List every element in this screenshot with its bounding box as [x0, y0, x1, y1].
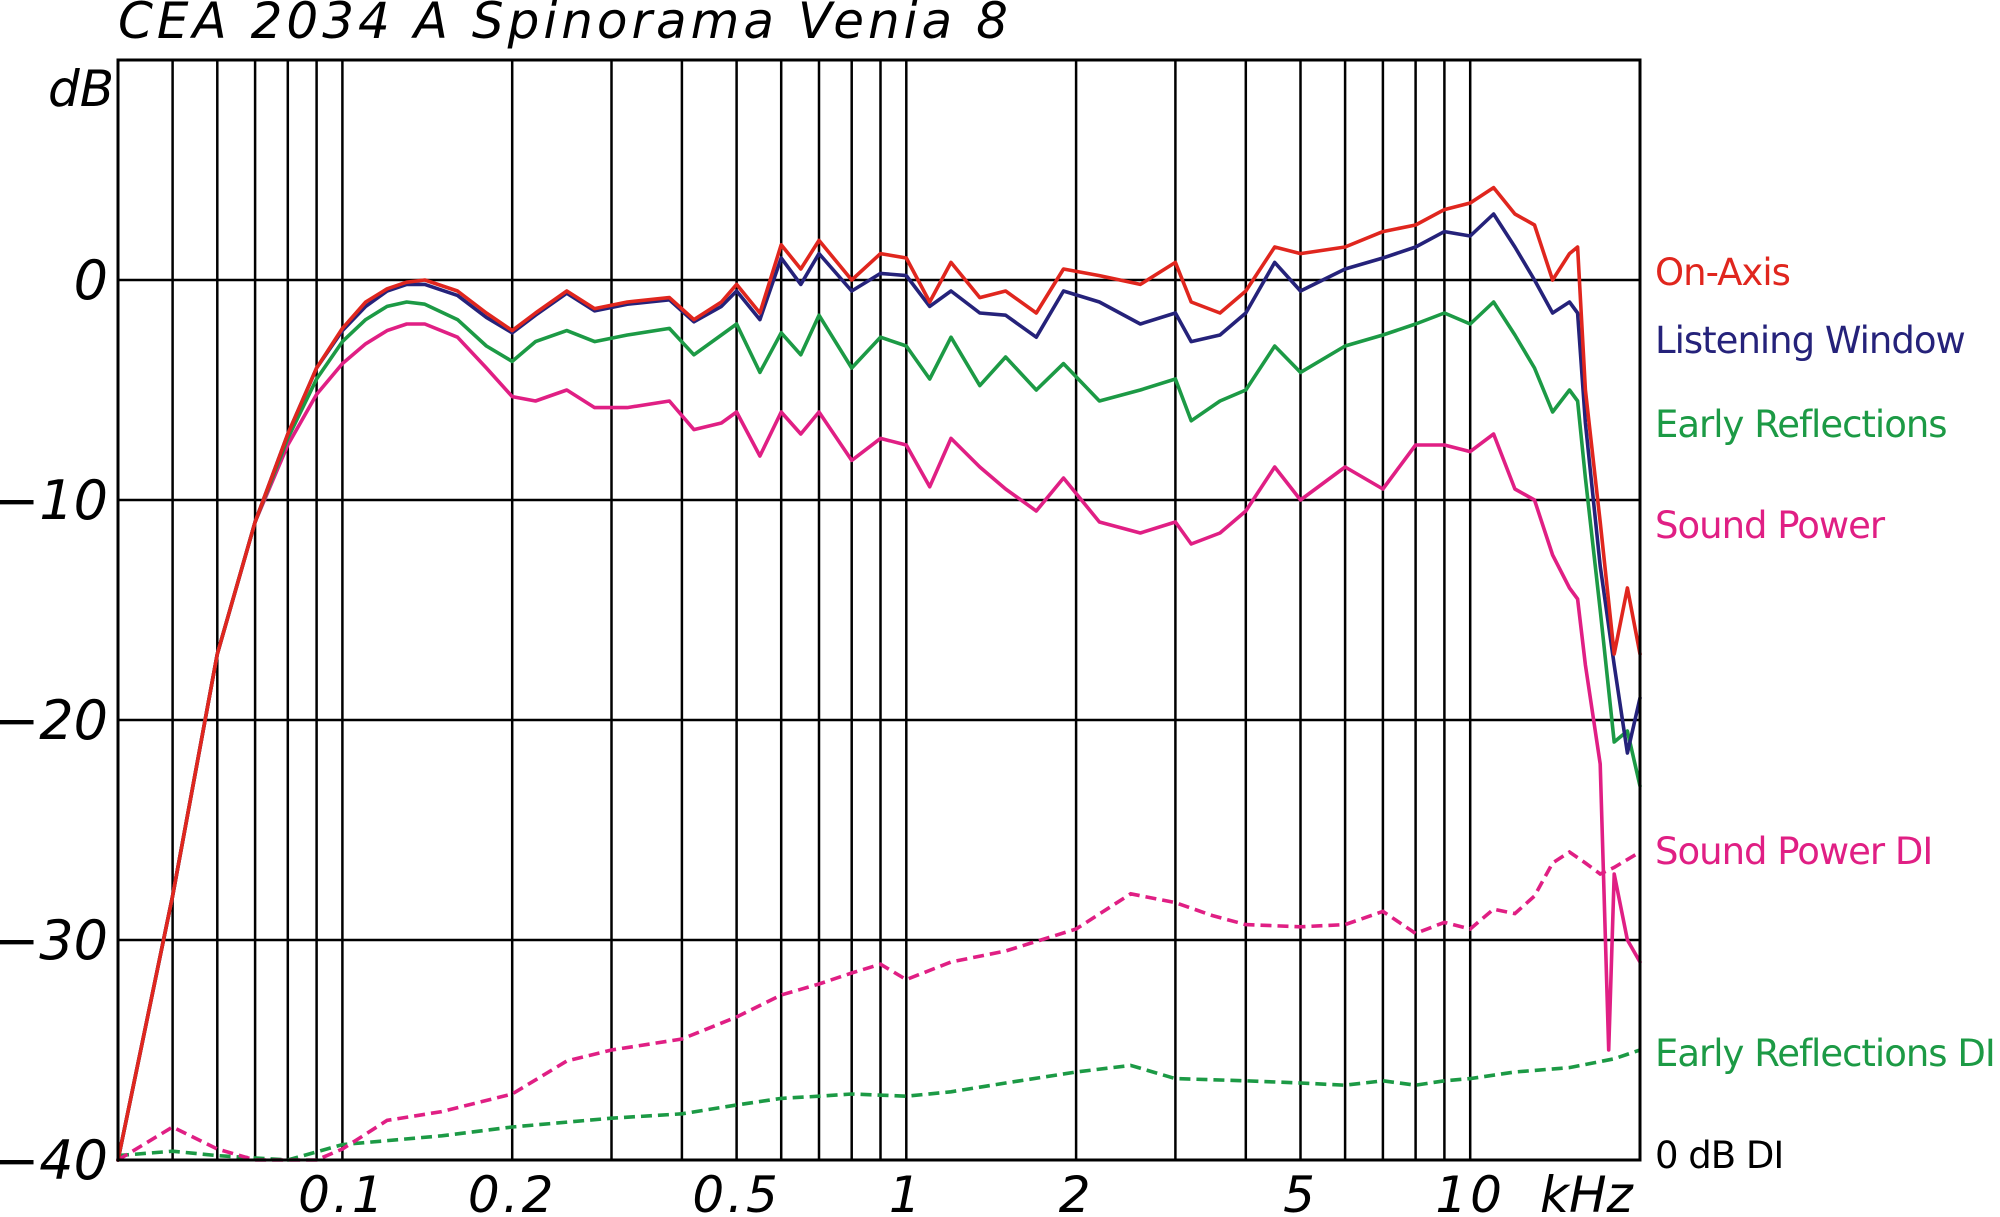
y-tick-label: −30: [0, 909, 108, 972]
x-axis-label: kHz: [1540, 1166, 1635, 1217]
series-line-sound-power-di: [117, 849, 1641, 1162]
x-tick-label: 0.5: [692, 1166, 781, 1217]
x-tick-label: 5: [1283, 1166, 1318, 1217]
x-tick-label: 0.1: [298, 1166, 387, 1217]
y-tick-label: −20: [0, 689, 108, 752]
y-tick-labels: 0 −10 −20 −30 −40: [0, 249, 108, 1192]
x-tick-label: 0.2: [468, 1166, 557, 1217]
series-line-early-reflections-di: [117, 1048, 1641, 1162]
y-axis-label: dB: [48, 60, 114, 118]
legend: On-Axis Listening Window Early Reflections…: [1655, 251, 1996, 1177]
y-tick-label: −40: [0, 1129, 108, 1192]
x-tick-label: 10: [1435, 1166, 1505, 1217]
x-tick-label: 2: [1059, 1166, 1094, 1217]
legend-label-sound-power: Sound Power: [1655, 504, 1886, 547]
legend-label-early-reflections-di: Early Reflections DI: [1655, 1032, 1995, 1075]
series-line-listening-window: [116, 212, 1642, 1162]
series-line-sound-power: [116, 322, 1642, 1162]
x-tick-label: 1: [889, 1166, 924, 1217]
plot-frame: [116, 58, 1642, 1162]
legend-label-on-axis: On-Axis: [1655, 251, 1790, 294]
legend-label-listening-window: Listening Window: [1655, 319, 1965, 362]
y-tick-label: 0: [74, 249, 108, 312]
chart-title: CEA 2034 A Spinorama Venia 8: [118, 0, 1012, 50]
legend-label-early-reflections: Early Reflections: [1655, 403, 1947, 446]
y-tick-label: −10: [0, 469, 108, 532]
series-line-early-reflections: [116, 300, 1642, 1162]
x-tick-labels: 0.1 0.2 0.5 1 2 5 10: [298, 1166, 1505, 1217]
series: [116, 185, 1642, 1162]
legend-label-0-db-di: 0 dB DI: [1655, 1134, 1783, 1177]
legend-label-sound-power-di: Sound Power DI: [1655, 830, 1932, 873]
series-line-on-axis: [116, 185, 1642, 1162]
